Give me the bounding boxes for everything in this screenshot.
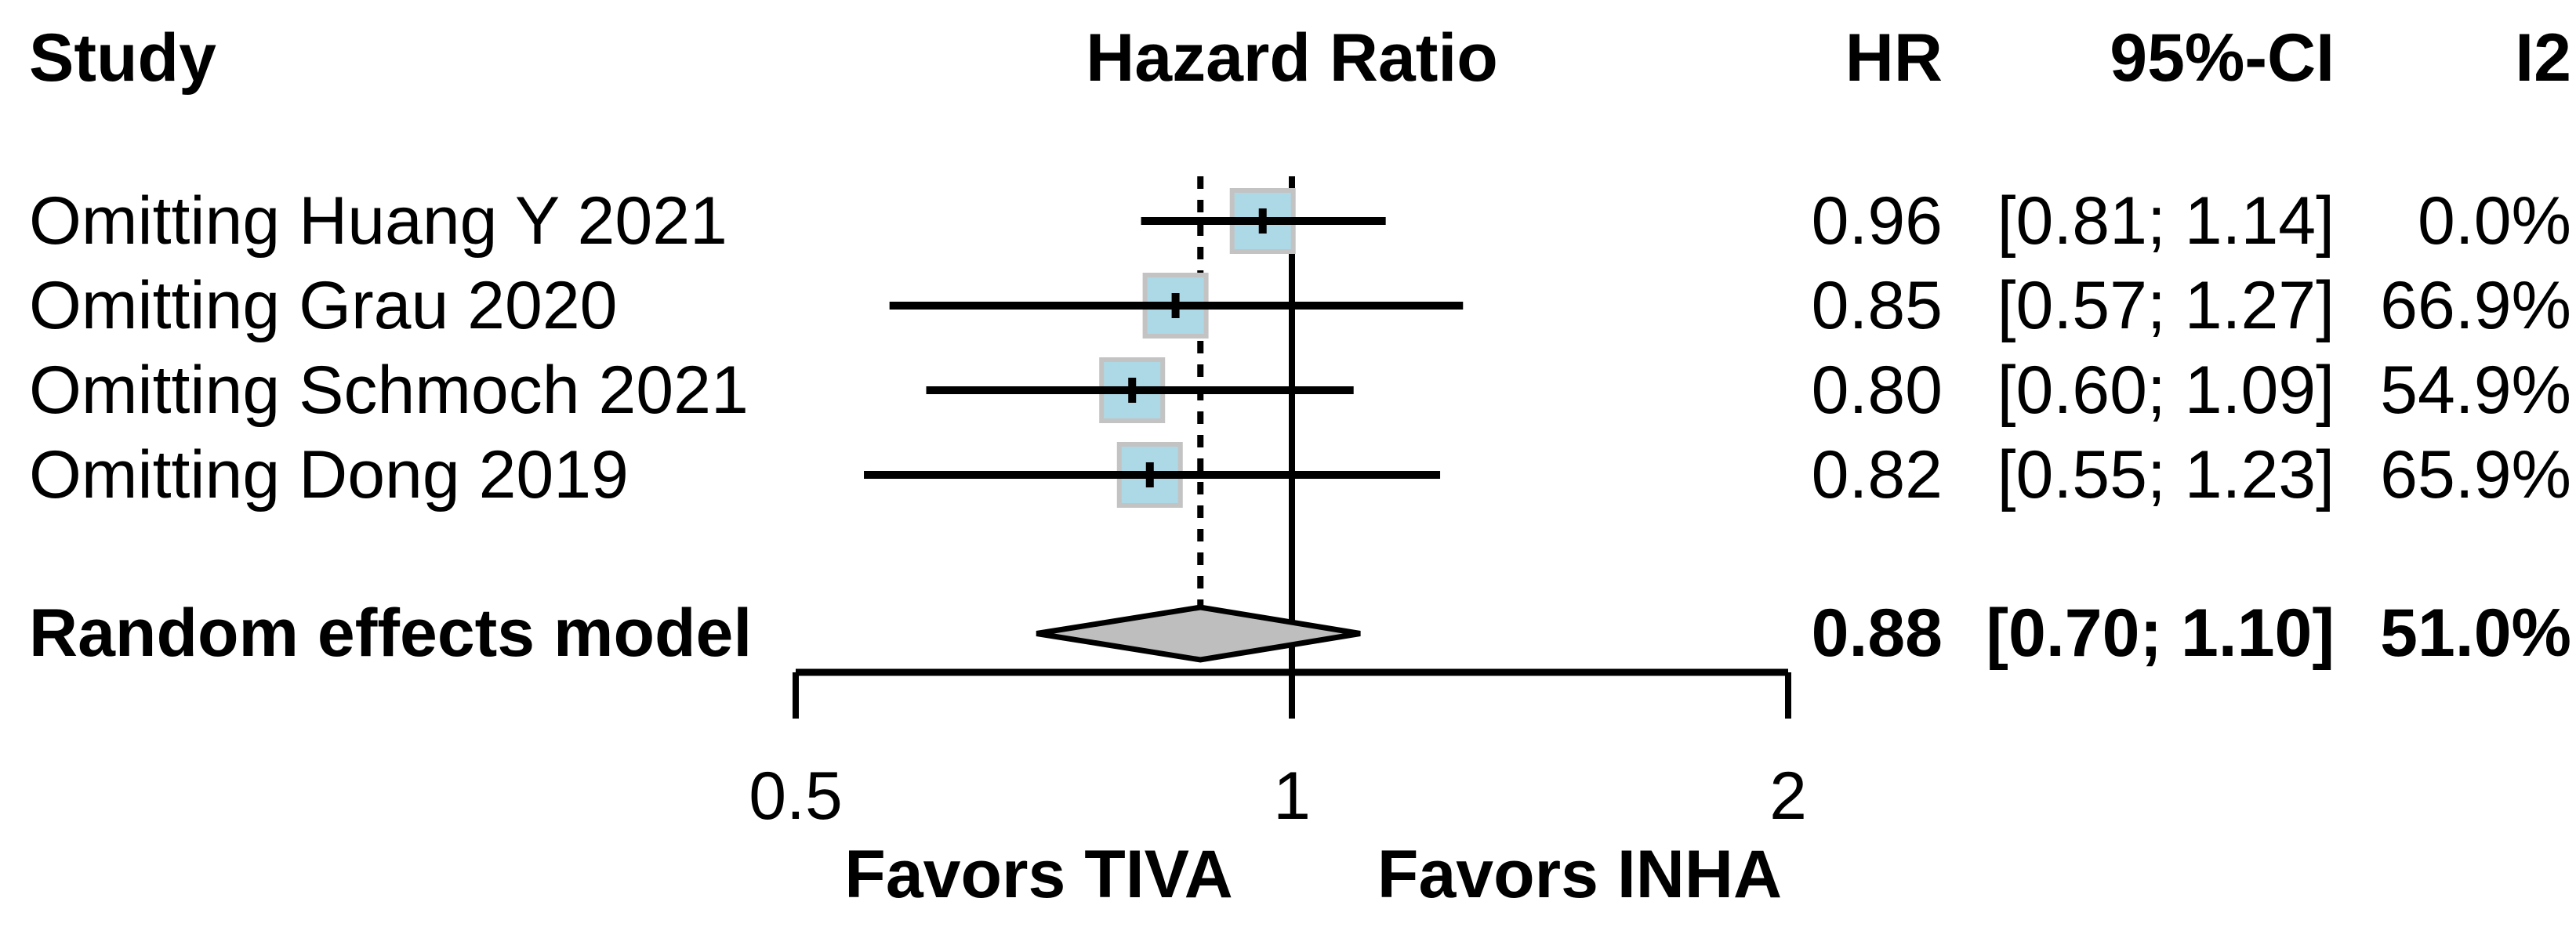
study-hr-value: 0.96	[1811, 183, 1943, 259]
axis-tick-label-0.5: 0.5	[749, 759, 843, 834]
axis-tick-label-2: 2	[1769, 759, 1807, 834]
point-estimate-tick	[1258, 208, 1267, 234]
point-estimate-tick	[1171, 293, 1180, 318]
pooled-row-label: Random effects model	[29, 596, 753, 671]
pooled-ci-value: [0.70; 1.10]	[1986, 596, 2335, 671]
column-header-ci: 95%-CI	[2110, 20, 2335, 96]
study-ci-value: [0.55; 1.23]	[1997, 437, 2335, 512]
study-i2-value: 65.9%	[2380, 437, 2571, 512]
study-ci-value: [0.57; 1.27]	[1997, 268, 2335, 343]
plot-title: Hazard Ratio	[1086, 20, 1498, 96]
study-hr-value: 0.82	[1811, 437, 1943, 512]
favors-left-label: Favors TIVA	[844, 837, 1233, 912]
study-hr-value: 0.80	[1811, 353, 1943, 428]
study-label: Omitting Huang Y 2021	[29, 183, 727, 259]
study-ci-value: [0.81; 1.14]	[1997, 183, 2335, 259]
pooled-i2-value: 51.0%	[2380, 596, 2571, 671]
pooled-diamond	[1036, 604, 1361, 663]
study-i2-value: 66.9%	[2380, 268, 2571, 343]
favors-right-label: Favors INHA	[1377, 837, 1783, 912]
axis-tick-label-1: 1	[1273, 759, 1311, 834]
study-label: Omitting Schmoch 2021	[29, 353, 749, 428]
column-header-hr: HR	[1845, 20, 1943, 96]
column-header-i2: I2	[2515, 20, 2571, 96]
point-estimate-tick	[1128, 378, 1137, 403]
study-ci-value: [0.60; 1.09]	[1997, 353, 2335, 428]
column-header-study: Study	[29, 20, 216, 96]
study-label: Omitting Grau 2020	[29, 268, 618, 343]
point-estimate-tick	[1145, 462, 1154, 487]
study-i2-value: 0.0%	[2417, 183, 2571, 259]
study-hr-value: 0.85	[1811, 268, 1943, 343]
study-i2-value: 54.9%	[2380, 353, 2571, 428]
pooled-hr-value: 0.88	[1811, 596, 1943, 671]
study-label: Omitting Dong 2019	[29, 437, 629, 512]
